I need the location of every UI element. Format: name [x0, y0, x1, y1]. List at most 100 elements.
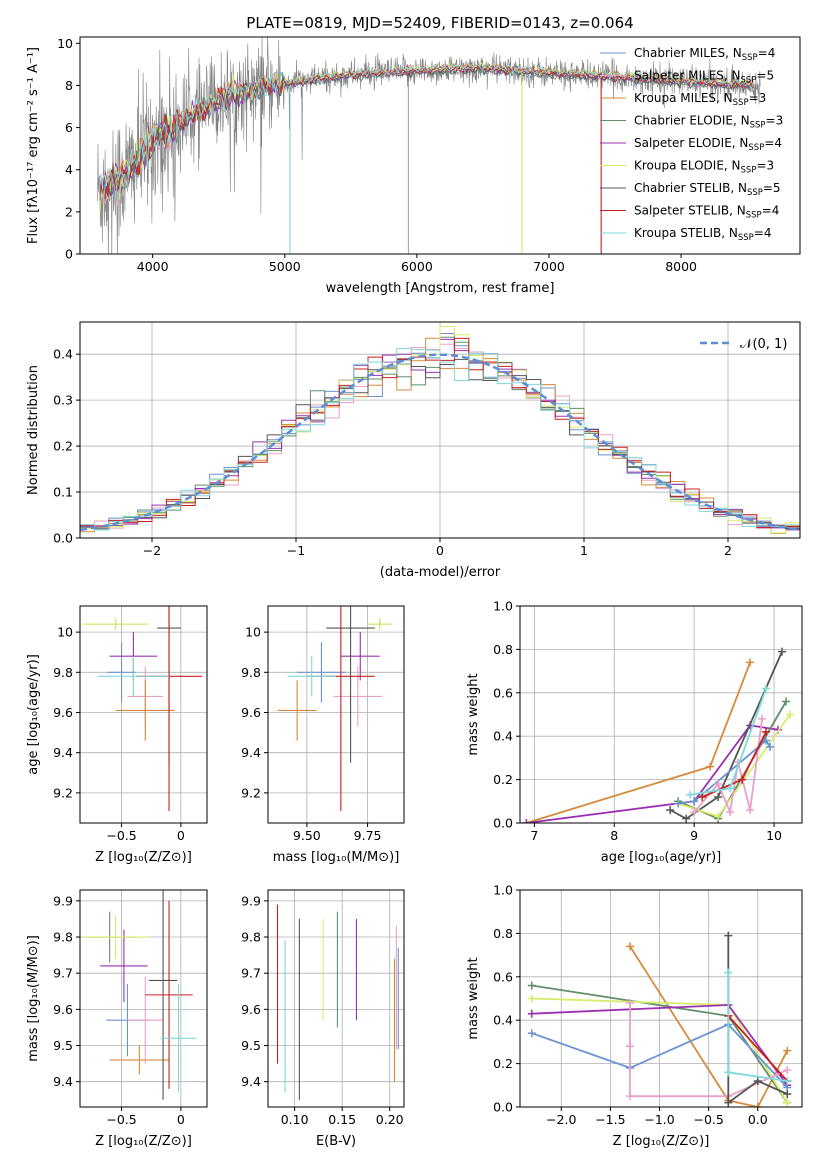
- x-tick-label: 2: [724, 543, 732, 558]
- y-tick-label: 0.2: [493, 1056, 513, 1071]
- y-tick-label: 9.4: [53, 1074, 73, 1089]
- weight-point: [782, 697, 791, 706]
- model-spectrum-line: [99, 62, 755, 200]
- legend-label: Kroupa STELIB, NSSP=4: [634, 226, 772, 243]
- x-tick-label: 1: [580, 543, 588, 558]
- weight-point: [778, 647, 787, 656]
- y-tick-label: 9.4: [241, 745, 261, 760]
- x-tick-label: 9.50: [293, 828, 321, 843]
- y-tick-label: 9.4: [53, 745, 73, 760]
- y-tick-label: 9.2: [241, 785, 261, 800]
- x-tick-label: 0.10: [281, 1112, 309, 1127]
- grid: [520, 889, 802, 1108]
- x-tick-label: −0.5: [106, 1112, 136, 1127]
- y-tick-label: 0.8: [493, 642, 513, 657]
- y-tick-label: 9.6: [53, 705, 73, 720]
- weight-point: [783, 1089, 792, 1098]
- x-tick-label: 8: [610, 828, 618, 843]
- x-tick-label: 5000: [269, 259, 301, 274]
- weight-lines: [522, 647, 795, 823]
- y-tick-label: 0.4: [493, 1013, 513, 1028]
- y-axis-label: Normed distribution: [26, 365, 41, 495]
- x-axis-label: wavelength [Angstrom, rest frame]: [326, 281, 555, 296]
- weight-point: [714, 812, 723, 821]
- legend-label: Chabrier STELIB, NSSP=5: [634, 181, 781, 198]
- model-spectrum-line: [99, 62, 754, 214]
- y-tick-label: 1.0: [493, 599, 513, 614]
- legend: Chabrier MILES, NSSP=4 Salpeter MILES, NS…: [600, 46, 783, 243]
- residual-histogram-panel: −2 −1 0 1 2 0.0 0.1 0.2 0.3 0.4 (data-model)/error…: [26, 321, 801, 580]
- x-axis-label: mass [log₁₀(M/M⊙)]: [273, 850, 400, 865]
- weight-point: [666, 805, 675, 814]
- normal-curve: [80, 353, 800, 532]
- y-tick-label: 0.4: [493, 729, 513, 744]
- weight-point: [714, 792, 723, 801]
- weight-point: [626, 1042, 635, 1051]
- mass-vs-ebv-panel: 0.10 0.15 0.20 9.4 9.5 9.6 9.7 9.8 9.9 E(B-V): [241, 889, 405, 1149]
- weight-point: [758, 714, 767, 723]
- y-tick-label: 9.7: [241, 966, 261, 981]
- x-tick-label: 4000: [137, 259, 169, 274]
- x-tick-label: 7: [530, 828, 538, 843]
- y-tick-label: 0.0: [493, 816, 513, 831]
- weight-point: [714, 779, 723, 788]
- weight-series-line: [693, 718, 763, 816]
- y-tick-label: 2: [65, 204, 73, 219]
- x-axis-label: Z [log₁₀(Z/Z⊙)]: [613, 1134, 710, 1149]
- x-axis-label: (data-model)/error: [380, 565, 501, 580]
- y-tick-label: 0.8: [493, 926, 513, 941]
- x-tick-label: 0: [436, 543, 444, 558]
- weight-point: [724, 1068, 733, 1077]
- y-tick-label: 9.9: [53, 893, 73, 908]
- axes-frame: [519, 889, 803, 1108]
- x-tick-label: 0.0: [748, 1112, 768, 1127]
- y-tick-label: 6: [65, 120, 73, 135]
- weight-vs-age-panel: 7 8 9 10 0.0 0.2 0.4 0.6 0.8 1.0 age [log₁₀(age/yr…: [466, 599, 803, 865]
- axes-frame: [79, 605, 208, 824]
- y-tick-label: 0.3: [53, 393, 73, 408]
- y-tick-label: 9.8: [241, 930, 261, 945]
- weight-series-line: [727, 1015, 788, 1082]
- weight-point: [753, 1076, 762, 1085]
- grid: [268, 606, 404, 823]
- axes-frame: [519, 605, 803, 824]
- y-tick-label: 9.9: [241, 893, 261, 908]
- mass-vs-metallicity-panel: −0.5 0 9.4 9.5 9.6 9.7 9.8 9.9 Z [log₁₀(Z/Z⊙)] ma…: [26, 889, 208, 1149]
- weight-point: [783, 1046, 792, 1055]
- axes-frame: [79, 36, 801, 255]
- weight-point: [724, 968, 733, 977]
- x-tick-label: −0.5: [693, 1112, 723, 1127]
- y-tick-label: 8: [65, 78, 73, 93]
- spectrum-panel: 4000 5000 6000 7000 8000 0 2 4 6 8 10 wavelength [A…: [26, 36, 801, 296]
- x-tick-label: 0: [177, 1112, 185, 1127]
- y-tick-label: 9.4: [241, 1074, 261, 1089]
- grid: [80, 606, 207, 823]
- weight-point: [783, 1066, 792, 1075]
- x-tick-label: 0: [177, 828, 185, 843]
- model-spectrum-line: [99, 66, 755, 197]
- weight-point: [762, 727, 771, 736]
- x-axis-label: age [log₁₀(age/yr)]: [601, 850, 722, 865]
- x-tick-label: 9.75: [354, 828, 382, 843]
- y-tick-label: 9.5: [53, 1038, 73, 1053]
- weight-point: [753, 1103, 762, 1107]
- errorbars: [277, 606, 392, 811]
- x-tick-label: 10: [766, 828, 782, 843]
- model-spectrum-line: [99, 65, 755, 197]
- x-tick-label: 8000: [665, 259, 697, 274]
- grid: [80, 890, 207, 1107]
- y-tick-label: 1.0: [493, 883, 513, 898]
- y-tick-label: 0.2: [53, 439, 73, 454]
- weight-point: [746, 805, 755, 814]
- weight-point: [706, 762, 715, 771]
- x-tick-label: 0.20: [376, 1112, 404, 1127]
- weight-point: [724, 931, 733, 940]
- y-tick-label: 9.6: [241, 705, 261, 720]
- x-tick-label: −1.5: [595, 1112, 625, 1127]
- weight-point: [724, 1098, 733, 1107]
- spectrum-curves: [96, 37, 761, 254]
- x-tick-label: −1: [287, 543, 305, 558]
- x-tick-label: −2.0: [546, 1112, 576, 1127]
- legend-label: Kroupa ELODIE, NSSP=3: [634, 159, 774, 176]
- y-tick-label: 9.5: [241, 1038, 261, 1053]
